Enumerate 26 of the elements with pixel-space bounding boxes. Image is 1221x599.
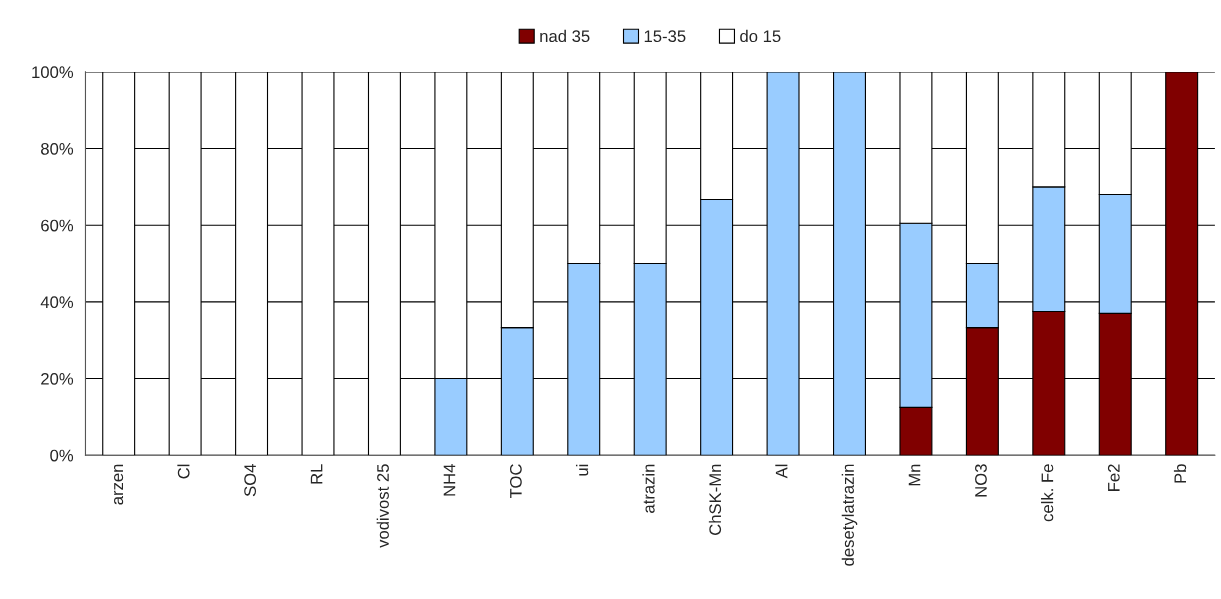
x-tick-label: TOC <box>509 464 522 499</box>
x-tick-label: Cl <box>177 464 190 479</box>
x-tick-label: Pb <box>1173 464 1187 483</box>
x-tick-label: celk. Fe <box>1041 464 1054 522</box>
y-tick-label: 80% <box>41 142 74 155</box>
x-tick-label: Al <box>775 464 788 479</box>
x-tick-label: SO4 <box>244 464 257 497</box>
y-tick-label: 40% <box>40 296 74 309</box>
x-tick-label: Mn <box>908 464 921 486</box>
legend-label: nad 35 <box>540 29 590 43</box>
x-tick-label: ChSK-Mn <box>708 464 722 535</box>
x-tick-label: Fe2 <box>1107 464 1120 491</box>
x-tick-label: desetylatrazin <box>841 464 858 566</box>
y-tick-label: 100% <box>32 66 74 79</box>
x-tick-label: atrazin <box>642 464 655 513</box>
x-tick-label: RL <box>310 464 323 484</box>
x-tick-label: NO3 <box>975 464 987 497</box>
x-tick-label: arzen <box>114 464 124 505</box>
x-tick-label: vodivost 25 <box>376 464 389 548</box>
x-tick-label: ui <box>575 464 589 476</box>
y-tick-label: 0% <box>50 449 74 462</box>
x-tick-label: NH4 <box>443 464 456 496</box>
legend-label: 15-35 <box>644 30 686 43</box>
y-tick-label: 60% <box>41 219 74 232</box>
y-tick-label: 20% <box>41 372 74 385</box>
legend-label: do 15 <box>740 29 781 43</box>
